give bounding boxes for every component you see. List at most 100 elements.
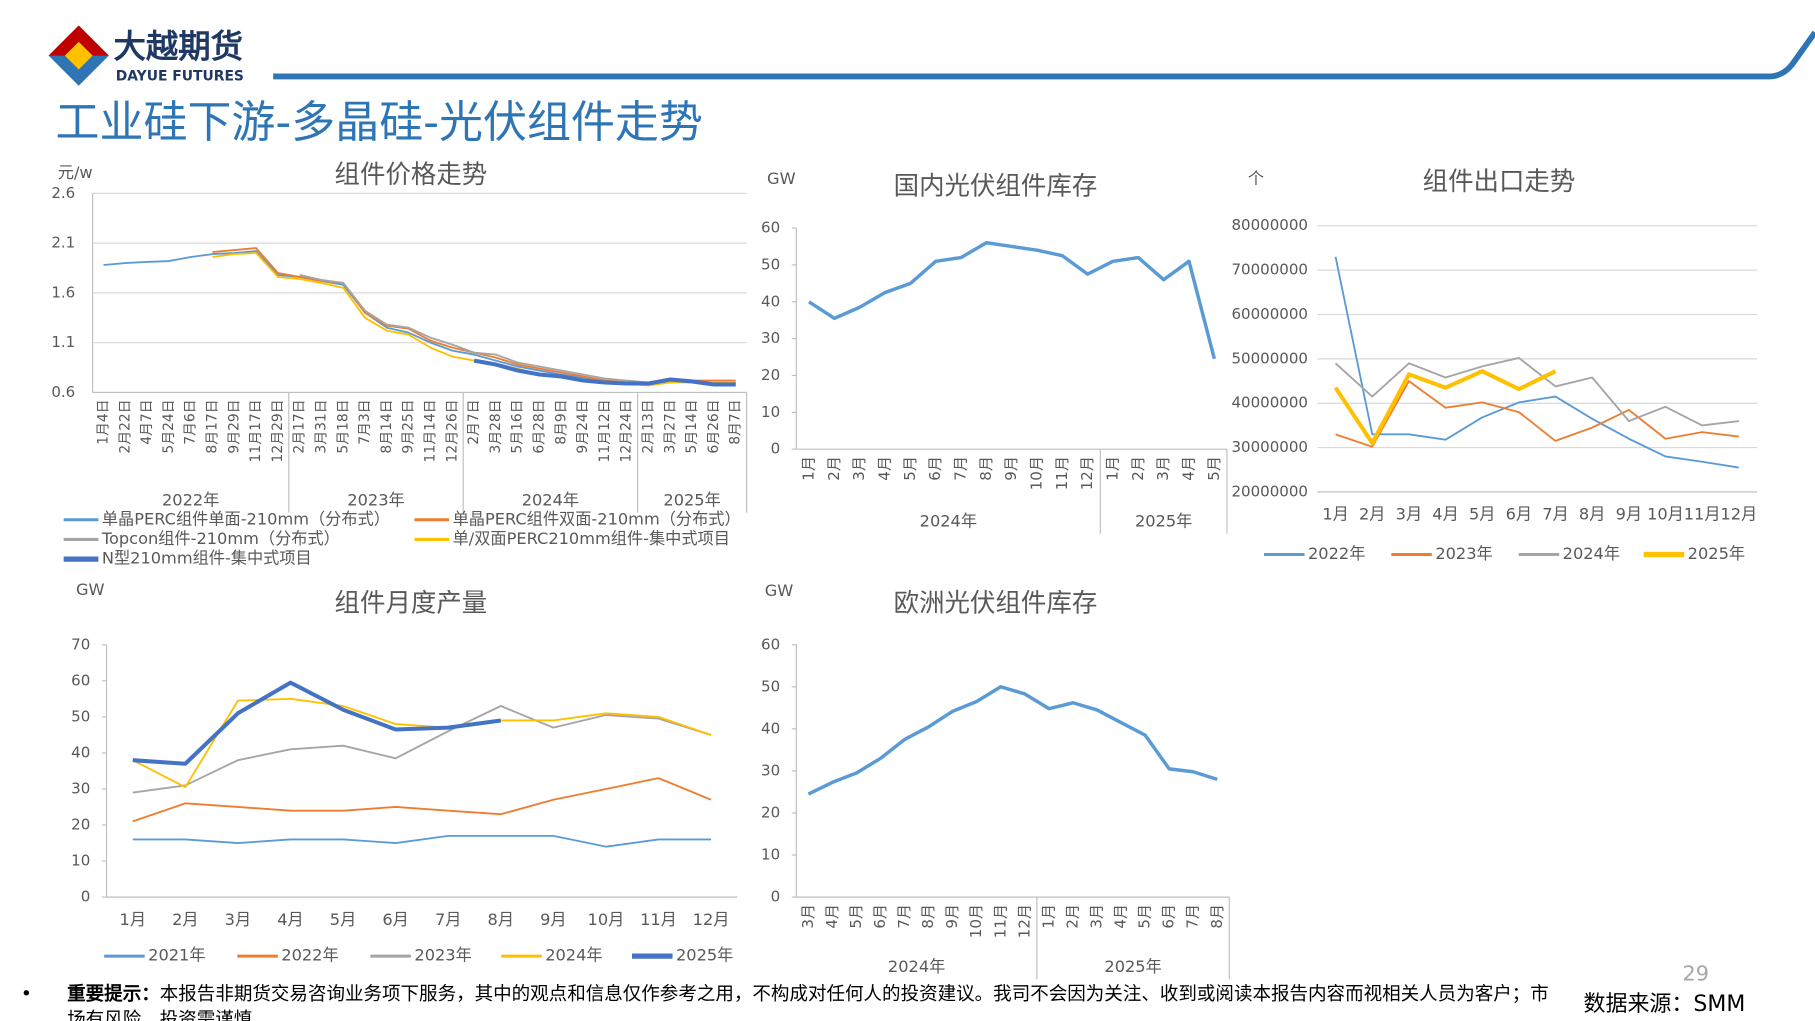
- legend-label: 2024年: [545, 946, 602, 965]
- footer-text: 本报告非期货交易咨询业务项下服务，其中的观点和信息仅作参考之用，不构成对任何人的…: [67, 982, 1549, 1021]
- x-tick-label: 7月: [435, 910, 462, 929]
- y-tick-label: 20: [71, 816, 90, 834]
- y-tick-label: 1.1: [51, 333, 75, 351]
- logo: [48, 25, 109, 86]
- x-tick-label: 3月: [799, 904, 817, 929]
- x-tick-label: 10月: [1028, 456, 1046, 490]
- y-tick-label: 20: [761, 366, 780, 384]
- x-tick-label: 3月: [850, 456, 868, 481]
- data-line: [1333, 369, 1557, 446]
- data-line: [212, 252, 736, 387]
- data-line: [132, 834, 712, 848]
- y-unit: GW: [767, 169, 796, 188]
- y-tick-label: 40: [761, 292, 780, 310]
- data-line: [132, 697, 712, 789]
- y-tick-label: 50: [71, 707, 90, 725]
- x-tick-label: 7月: [895, 904, 913, 929]
- x-tick-label: 12月: [1078, 456, 1096, 490]
- legend-label: 2021年: [148, 946, 205, 965]
- y-tick-label: 0: [771, 440, 781, 458]
- y-tick-label: 30: [761, 329, 780, 347]
- x-tick-label: 8月14日: [379, 399, 395, 453]
- y-tick-label: 0.6: [51, 383, 75, 401]
- data-line: [103, 250, 736, 386]
- y-tick-label: 2.6: [51, 184, 75, 202]
- y-tick-label: 40: [71, 743, 90, 761]
- y-tick-label: 20: [761, 804, 780, 822]
- x-tick-label: 5月: [330, 910, 357, 929]
- y-tick-label: 50: [761, 677, 780, 695]
- legend-label: Topcon组件-210mm（分布式）: [101, 529, 340, 548]
- data-line: [132, 680, 502, 766]
- x-tick-label: 7月6日: [183, 399, 199, 444]
- x-tick-label: 2月: [172, 910, 198, 929]
- x-tick-label: 5月14日: [684, 399, 700, 453]
- x-tick-label: 4月: [1112, 904, 1130, 929]
- x-tick-label: 8月17日: [205, 399, 221, 453]
- x-tick-label: 9月29日: [226, 399, 242, 453]
- chart-title: 组件出口走势: [1423, 167, 1576, 197]
- x-tick-label: 6月: [1506, 505, 1533, 524]
- x-tick-label: 3月: [1154, 456, 1172, 481]
- x-tick-label: 2月17日: [292, 399, 308, 453]
- group-label: 2024年: [522, 491, 579, 510]
- x-tick-label: 5月: [1136, 904, 1154, 929]
- x-tick-label: 7月: [1184, 904, 1202, 929]
- x-tick-label: 7月: [952, 456, 970, 481]
- x-tick-label: 12月29日: [270, 399, 286, 462]
- logo-text: 大越期货: [113, 28, 243, 66]
- x-tick-label: 3月: [1396, 505, 1423, 524]
- x-tick-label: 10月: [588, 910, 625, 929]
- footer-box: 重要提示：本报告非期货交易咨询业务项下服务，其中的观点和信息仅作参考之用，不构成…: [67, 982, 1549, 1021]
- group-label: 2022年: [162, 491, 219, 510]
- x-tick-label: 9月: [540, 910, 567, 929]
- chart-title: 组件价格走势: [335, 160, 488, 190]
- x-tick-label: 2月22日: [117, 399, 133, 453]
- legend-label: N型210mm组件-集中式项目: [102, 549, 312, 568]
- x-tick-label: 4月: [1179, 456, 1197, 481]
- x-tick-label: 2月: [1359, 505, 1386, 524]
- y-tick-label: 0: [771, 888, 781, 906]
- x-tick-label: 11月14日: [423, 399, 439, 462]
- y-tick-label: 30000000: [1231, 438, 1308, 456]
- y-tick-label: 20000000: [1231, 482, 1308, 500]
- x-tick-label: 11月: [640, 910, 677, 929]
- legend-label: 2022年: [1308, 544, 1365, 563]
- chart-title: 国内光伏组件库存: [894, 172, 1098, 202]
- x-tick-label: 8月: [1208, 904, 1226, 929]
- x-tick-label: 9月24日: [575, 399, 591, 453]
- x-tick-label: 3月31日: [314, 399, 330, 453]
- y-tick-label: 10: [761, 846, 780, 864]
- logo-subtext: DAYUE FUTURES: [116, 68, 244, 84]
- x-tick-label: 11月: [1684, 505, 1721, 524]
- legend-label: 2025年: [1688, 544, 1745, 563]
- x-tick-label: 6月26日: [706, 399, 722, 453]
- x-tick-label: 1月: [1322, 505, 1349, 524]
- x-tick-label: 5月18日: [335, 399, 351, 453]
- x-tick-label: 12月: [1720, 505, 1757, 524]
- x-tick-label: 8月: [977, 456, 995, 481]
- x-tick-label: 3月27日: [662, 399, 678, 453]
- chart-title: 组件月度产量: [335, 588, 488, 618]
- y-tick-label: 60: [71, 671, 90, 689]
- y-tick-label: 50000000: [1231, 349, 1308, 367]
- group-label: 2025年: [1104, 957, 1161, 976]
- x-tick-label: 5月: [847, 904, 865, 929]
- y-tick-label: 60000000: [1231, 305, 1308, 323]
- header-bar: [273, 30, 1815, 80]
- x-tick-label: 1月: [1039, 904, 1057, 929]
- y-tick-label: 30: [71, 779, 90, 797]
- x-tick-label: 2月7日: [466, 399, 482, 444]
- legend-label: 2022年: [281, 946, 338, 965]
- y-unit: 元/w: [58, 163, 93, 182]
- footer-label: 重要提示：: [67, 982, 160, 1005]
- page-number: 29: [1683, 962, 1710, 986]
- data-line: [1334, 256, 1739, 469]
- x-tick-label: 2月13日: [641, 399, 657, 453]
- y-tick-label: 40000000: [1231, 394, 1308, 412]
- x-tick-label: 6月28日: [532, 399, 548, 453]
- x-tick-label: 12月24日: [619, 399, 635, 462]
- y-tick-label: 60: [761, 219, 780, 237]
